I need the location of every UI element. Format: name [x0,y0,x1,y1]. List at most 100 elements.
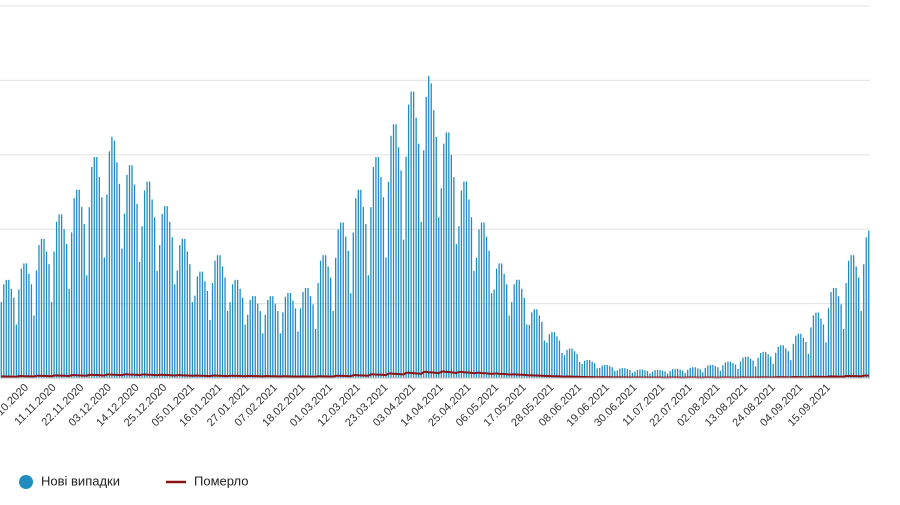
bar [425,96,427,378]
bar [463,181,465,378]
bar [412,91,415,378]
bar [450,154,452,378]
bar [141,226,143,378]
bar [568,348,571,378]
bar [654,370,656,378]
bar [410,91,412,378]
bar [81,206,83,378]
bar [435,136,437,378]
bar [405,156,407,378]
bar [121,248,123,378]
bar [88,207,90,378]
bar [659,369,661,378]
legend-swatch [19,475,33,489]
bar [355,198,357,378]
bar [330,277,332,378]
bar [340,222,342,378]
bar [397,147,400,378]
bar [247,314,249,378]
bar [15,324,17,378]
bar [692,367,694,378]
bar [651,371,654,378]
bar [60,214,63,378]
bar [78,189,80,378]
bar [485,236,488,378]
bar [737,369,739,378]
bar [357,189,359,378]
bar [307,287,309,378]
bar [164,206,166,378]
bar [402,239,405,378]
bar [820,318,822,378]
bar [588,359,591,378]
bar [521,288,523,378]
bar [583,360,586,378]
bar [609,366,611,378]
bar [842,328,845,378]
bar [395,124,397,379]
bar [91,167,93,378]
bar [277,311,279,378]
bar [335,257,337,378]
bar [169,221,171,378]
bar [468,199,470,378]
bar [606,364,608,378]
bar [71,232,73,378]
bar [747,356,749,378]
bar [506,284,508,378]
bar [239,288,241,378]
bar [272,296,274,378]
bar [533,309,535,378]
bar [812,315,815,378]
bar [636,369,639,378]
bar [196,276,199,378]
bar [407,104,410,378]
bar [214,260,216,378]
bar [143,190,146,378]
bar [153,217,156,378]
bar [868,230,870,378]
bar [795,335,797,378]
bar [493,289,495,378]
bar [55,221,58,378]
bar [370,207,372,378]
bar [558,340,561,378]
bar [257,303,259,378]
bar [847,260,850,378]
bar [111,136,113,378]
bar [236,279,239,378]
bar [337,229,339,378]
bar [440,188,442,378]
bar [480,222,483,378]
bar [455,244,458,378]
bar [156,270,158,378]
bar [541,321,543,378]
bar [543,340,546,378]
bar [460,190,463,378]
bar [392,124,395,379]
bar [184,238,186,378]
bar [470,217,473,378]
bar [674,368,676,378]
bar [596,368,598,378]
bar [601,365,603,378]
bar [817,312,820,378]
bar [304,287,307,378]
bar [573,351,576,378]
bar [418,143,420,378]
bar [536,309,538,378]
legend: Нові випадки Померло [19,473,249,489]
bar [717,367,719,378]
bar [599,367,601,378]
bar [93,157,95,378]
bar [20,268,23,378]
bar [415,117,417,378]
bar [687,369,689,378]
bar [800,333,802,378]
bar [309,296,312,378]
bar [644,370,646,378]
bar [302,291,304,378]
bar [719,370,722,378]
bar [146,181,148,378]
